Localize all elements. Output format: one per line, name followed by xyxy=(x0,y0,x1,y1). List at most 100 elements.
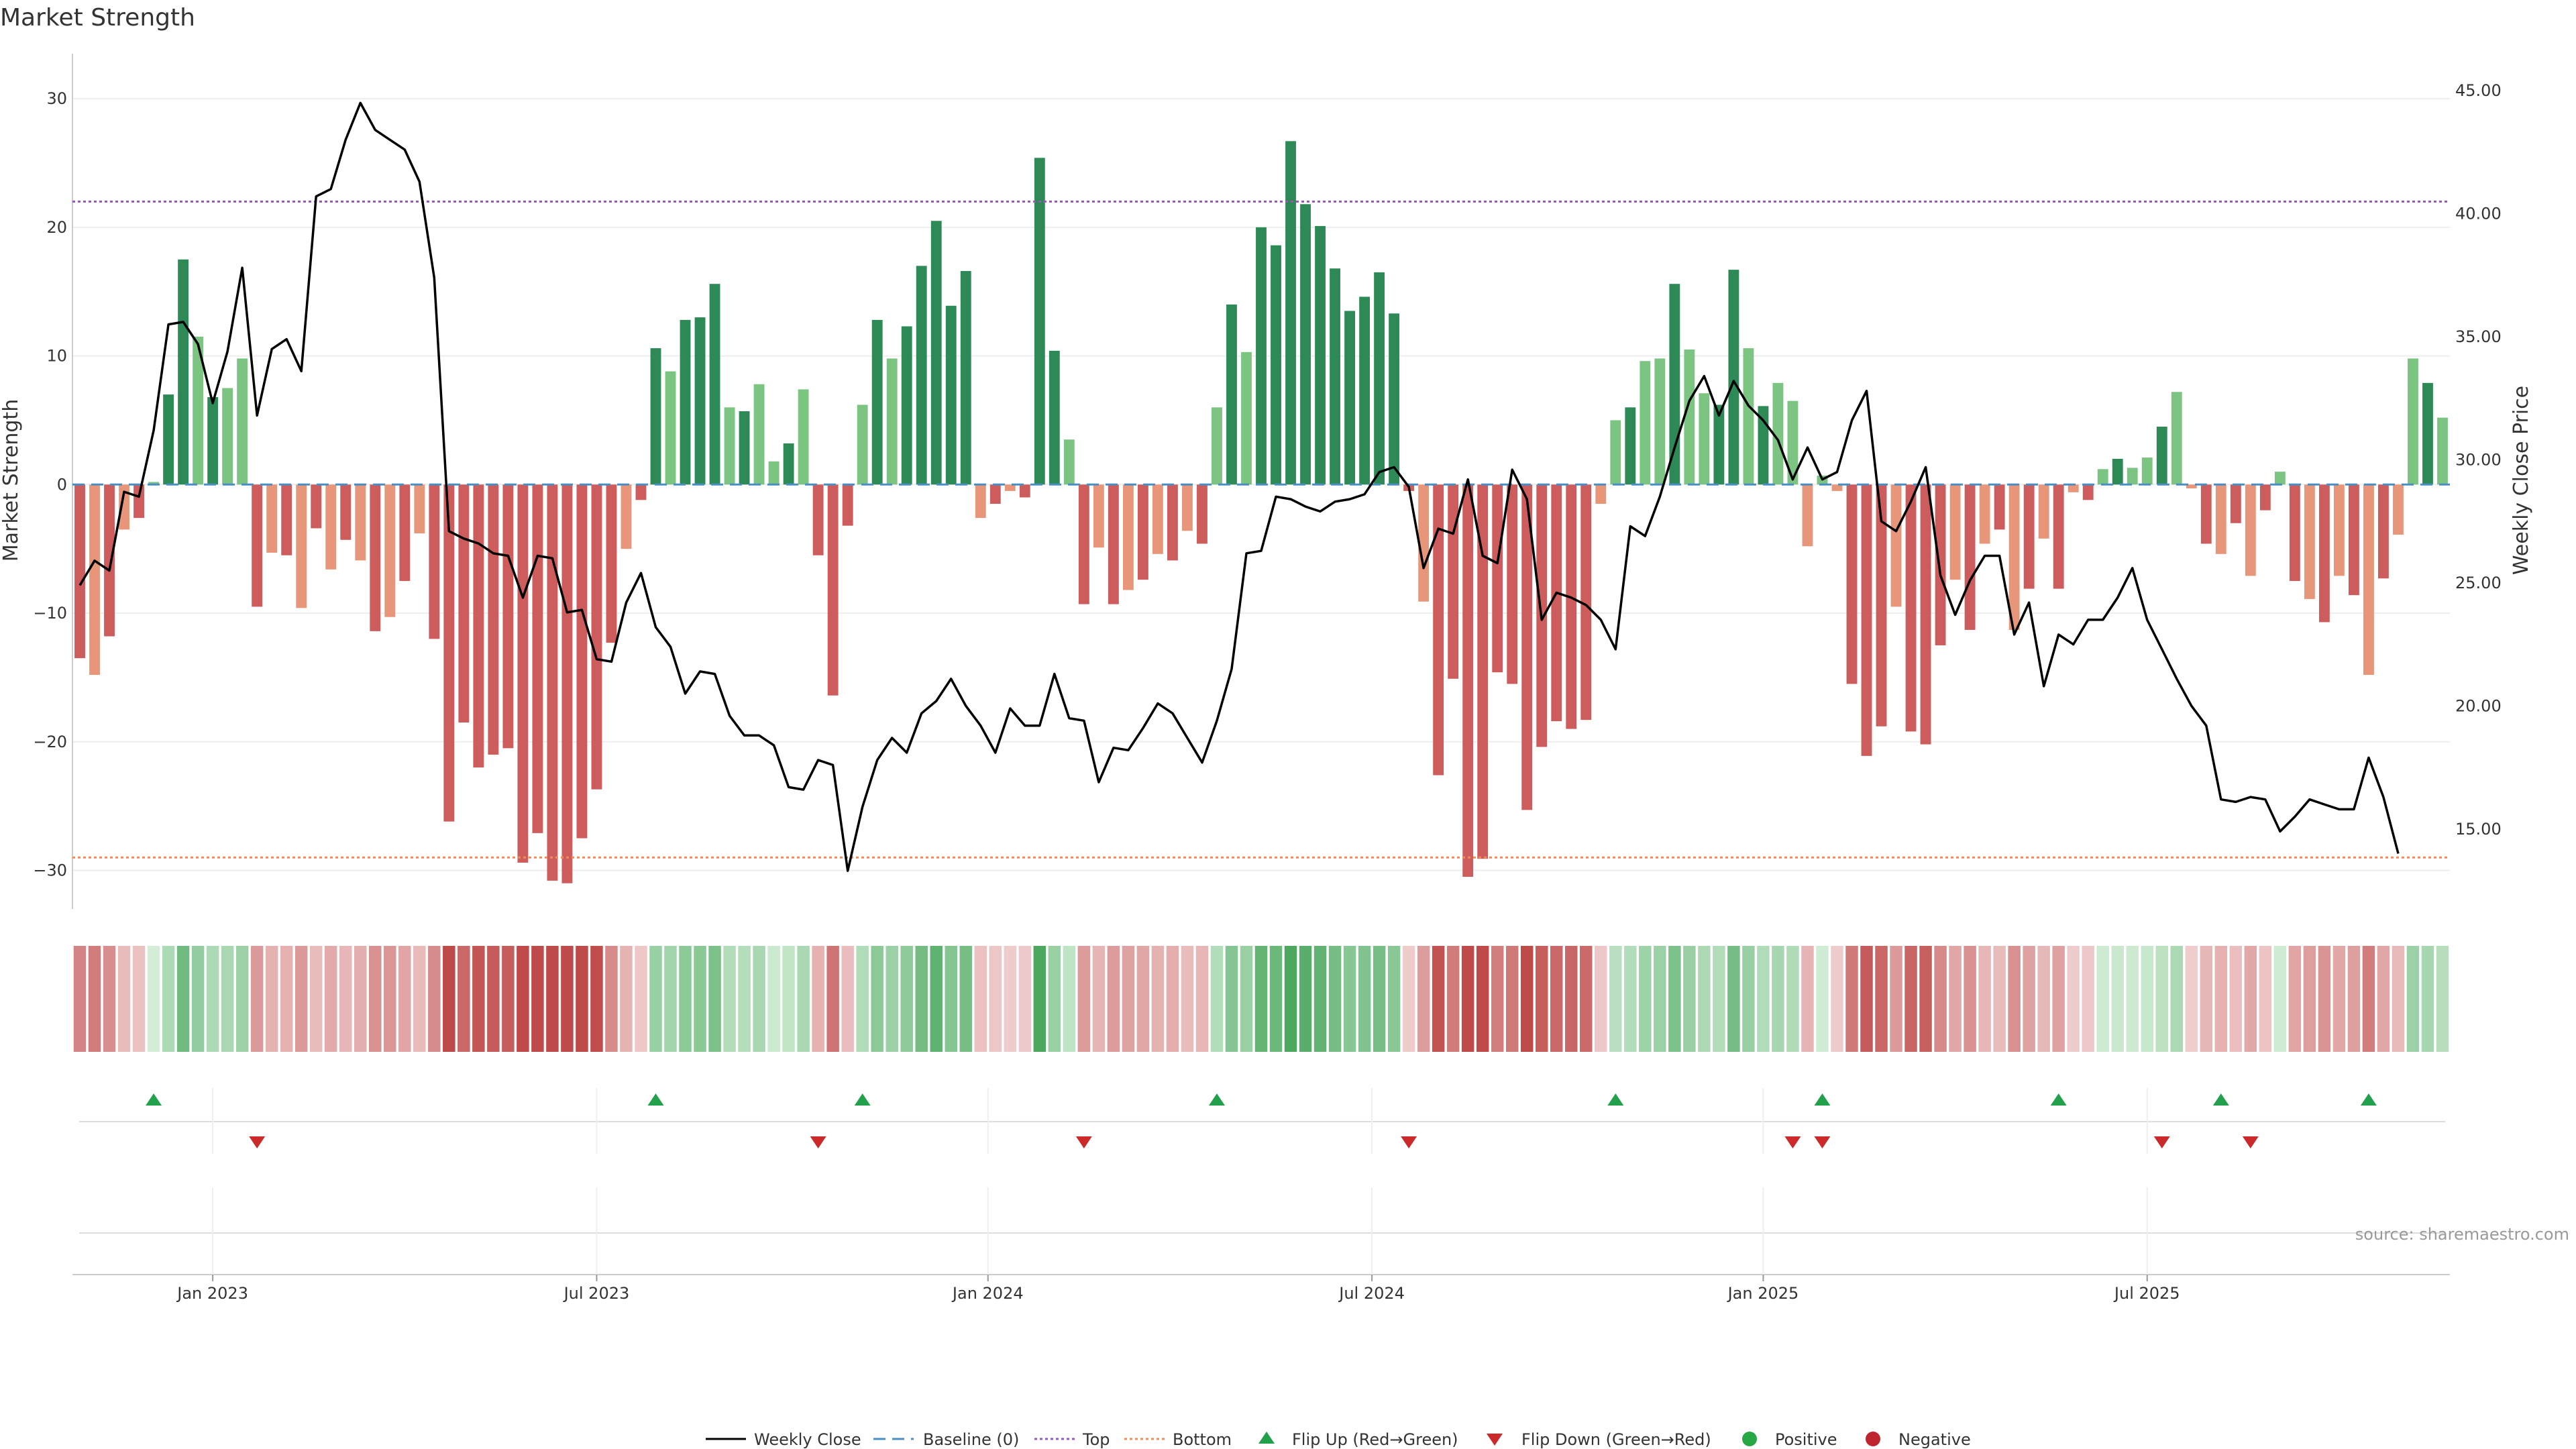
flip-up-marker xyxy=(647,1093,664,1106)
strength-bar xyxy=(2289,484,2300,582)
strength-bar xyxy=(2038,484,2049,539)
heat-cell xyxy=(147,946,160,1052)
reference-lines xyxy=(72,200,2450,859)
left-axis-ticks: 30 20 10 0 −10 −20 −30 xyxy=(33,89,67,879)
heat-cell xyxy=(1151,946,1165,1052)
flip-up-marker xyxy=(2212,1093,2229,1106)
strength-bar xyxy=(1876,484,1887,727)
heat-cell xyxy=(458,946,470,1052)
strength-bar xyxy=(2348,484,2359,596)
flip-up-marker xyxy=(2050,1093,2067,1106)
x-tick-label: Jul 2023 xyxy=(563,1284,630,1303)
legend-flip-up-label: Flip Up (Red→Green) xyxy=(1292,1430,1458,1449)
strength-bar xyxy=(1920,484,1931,745)
heat-cell xyxy=(1284,946,1297,1052)
heat-cell xyxy=(1254,946,1268,1052)
strength-bar xyxy=(680,319,691,485)
heat-cell xyxy=(1624,946,1637,1052)
heat-cell xyxy=(117,946,131,1052)
heat-cell xyxy=(1772,946,1784,1052)
heat-cell xyxy=(2111,946,2124,1052)
strength-bar xyxy=(665,371,676,485)
strength-bar xyxy=(252,484,263,607)
heat-cell xyxy=(1890,946,1902,1052)
negative-dot-icon xyxy=(1866,1432,1880,1446)
strength-bar xyxy=(1004,484,1016,491)
heat-cell xyxy=(324,946,337,1052)
x-tick-label: Jul 2025 xyxy=(2113,1284,2180,1303)
strength-bar xyxy=(281,484,292,555)
heat-cell xyxy=(620,946,633,1052)
weekly-close-line xyxy=(78,101,2400,872)
heat-cell xyxy=(1698,946,1711,1052)
legend: Weekly Close Baseline (0) Top Bottom Fli… xyxy=(706,1430,1971,1449)
strength-bar xyxy=(1595,484,1607,504)
heat-cell xyxy=(1713,946,1725,1052)
strength-bar xyxy=(1167,484,1178,561)
legend-bottom: Bottom xyxy=(1124,1430,1232,1449)
heat-cell xyxy=(856,946,869,1052)
heat-cell xyxy=(265,946,278,1052)
heat-cell xyxy=(221,946,234,1052)
heat-cell xyxy=(679,946,692,1052)
flip-up-marker xyxy=(1208,1093,1225,1106)
y2-tick-label: 35.00 xyxy=(2455,327,2502,346)
strength-bar xyxy=(1152,484,1163,554)
heat-cell xyxy=(1786,946,1799,1052)
strength-bar xyxy=(1093,484,1104,548)
strength-bar xyxy=(1315,225,1326,485)
heat-cell xyxy=(1358,946,1371,1052)
heat-cell xyxy=(472,946,485,1052)
y-tick-label: −10 xyxy=(33,604,67,623)
heat-cell xyxy=(2037,946,2050,1052)
heat-cell xyxy=(2392,946,2405,1052)
heat-cell xyxy=(2214,946,2228,1052)
heat-cell xyxy=(309,946,323,1052)
strength-bar xyxy=(857,405,868,485)
x-tick-label: Jan 2023 xyxy=(176,1284,248,1303)
strength-bar xyxy=(901,326,912,485)
heat-cell xyxy=(1063,946,1076,1052)
heat-cell xyxy=(1654,946,1666,1052)
strength-bar xyxy=(119,484,129,530)
flip-down-marker xyxy=(1075,1136,1092,1148)
heat-cell xyxy=(1225,946,1238,1052)
strength-heatmap xyxy=(73,946,2449,1052)
strength-bar xyxy=(2378,484,2389,579)
strength-bars xyxy=(74,141,2448,883)
strength-bar xyxy=(2230,484,2241,523)
strength-bar xyxy=(1271,245,1281,485)
heat-cell xyxy=(2332,946,2346,1052)
strength-bar xyxy=(2393,484,2404,535)
heat-cell xyxy=(1181,946,1194,1052)
heat-cell xyxy=(1461,946,1474,1052)
heat-cell xyxy=(206,946,219,1052)
heat-cell xyxy=(959,946,972,1052)
price-line-layer xyxy=(78,101,2400,872)
heat-cell xyxy=(2259,946,2272,1052)
strength-bar xyxy=(798,389,809,485)
y2-tick-label: 20.00 xyxy=(2455,696,2502,715)
strength-bar xyxy=(886,358,898,485)
strength-bar xyxy=(739,411,750,485)
flip-down-marker xyxy=(810,1136,826,1148)
strength-bar xyxy=(724,407,735,485)
heat-cell xyxy=(280,946,293,1052)
strength-bar xyxy=(311,484,322,529)
heat-cell xyxy=(2082,946,2094,1052)
strength-bar xyxy=(296,484,307,608)
y2-tick-label: 45.00 xyxy=(2455,81,2502,100)
y2-tick-label: 15.00 xyxy=(2455,820,2502,839)
strength-bar xyxy=(2141,458,2153,485)
heat-cell xyxy=(1978,946,1991,1052)
flip-up-marker xyxy=(2360,1093,2377,1106)
heat-cell xyxy=(2170,946,2184,1052)
heat-cell xyxy=(2421,946,2434,1052)
legend-top-label: Top xyxy=(1082,1430,1110,1449)
y-tick-label: 30 xyxy=(46,89,67,108)
strength-bar xyxy=(1448,484,1459,679)
heat-cell xyxy=(369,946,382,1052)
strength-bar xyxy=(1772,382,1784,485)
strength-bar xyxy=(1019,484,1030,498)
legend-flip-up: Flip Up (Red→Green) xyxy=(1258,1430,1458,1449)
